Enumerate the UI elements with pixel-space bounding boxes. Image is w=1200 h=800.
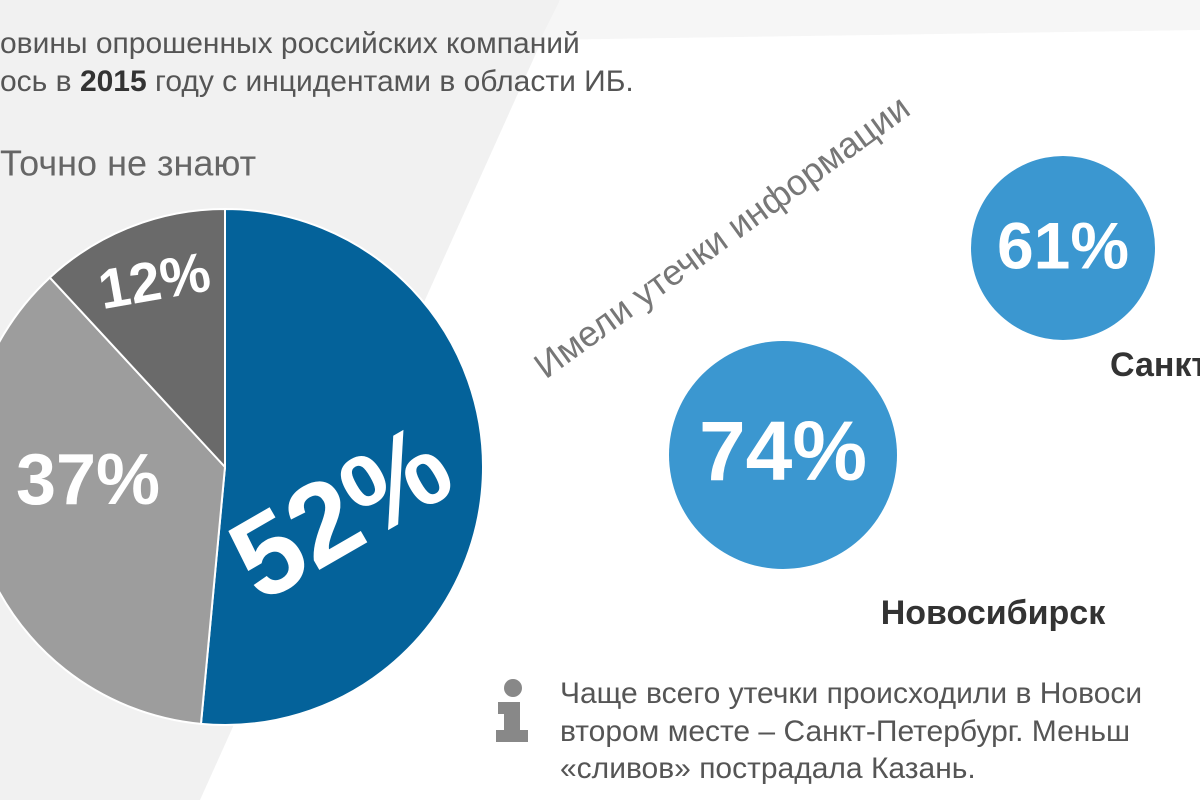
city-label: Санкт	[1110, 346, 1200, 384]
info-line: «сливов» пострадала Казань.	[560, 752, 976, 785]
header-text: ось в	[0, 65, 72, 98]
header-line: овины опрошенных российских компаний	[0, 27, 580, 60]
background-band	[540, 0, 1200, 40]
pie-slice	[0, 276, 227, 725]
pie-title: Точно не знают	[0, 143, 256, 184]
bubble-label: 74%	[699, 404, 867, 498]
header-text: году с инцидентами в области ИБ.	[155, 65, 634, 98]
bubble-label: 61%	[997, 208, 1129, 282]
info-line: Чаще всего утечки происходили в Новоси	[560, 677, 1142, 710]
bubble-title: Имели утечки информации	[526, 87, 917, 387]
header-year: 2015	[80, 65, 147, 98]
info-line: втором месте – Санкт-Петербург. Меньш	[560, 715, 1130, 748]
bubble	[971, 156, 1155, 340]
header-line: ось в 2015 году с инцидентами в области …	[0, 65, 634, 98]
slice-label: 37%	[16, 440, 160, 520]
city-label: Новосибирск	[881, 594, 1106, 632]
bubble	[669, 341, 897, 569]
pie-slice	[199, 207, 484, 726]
pie-slice	[48, 207, 226, 470]
info-icon	[496, 679, 528, 742]
